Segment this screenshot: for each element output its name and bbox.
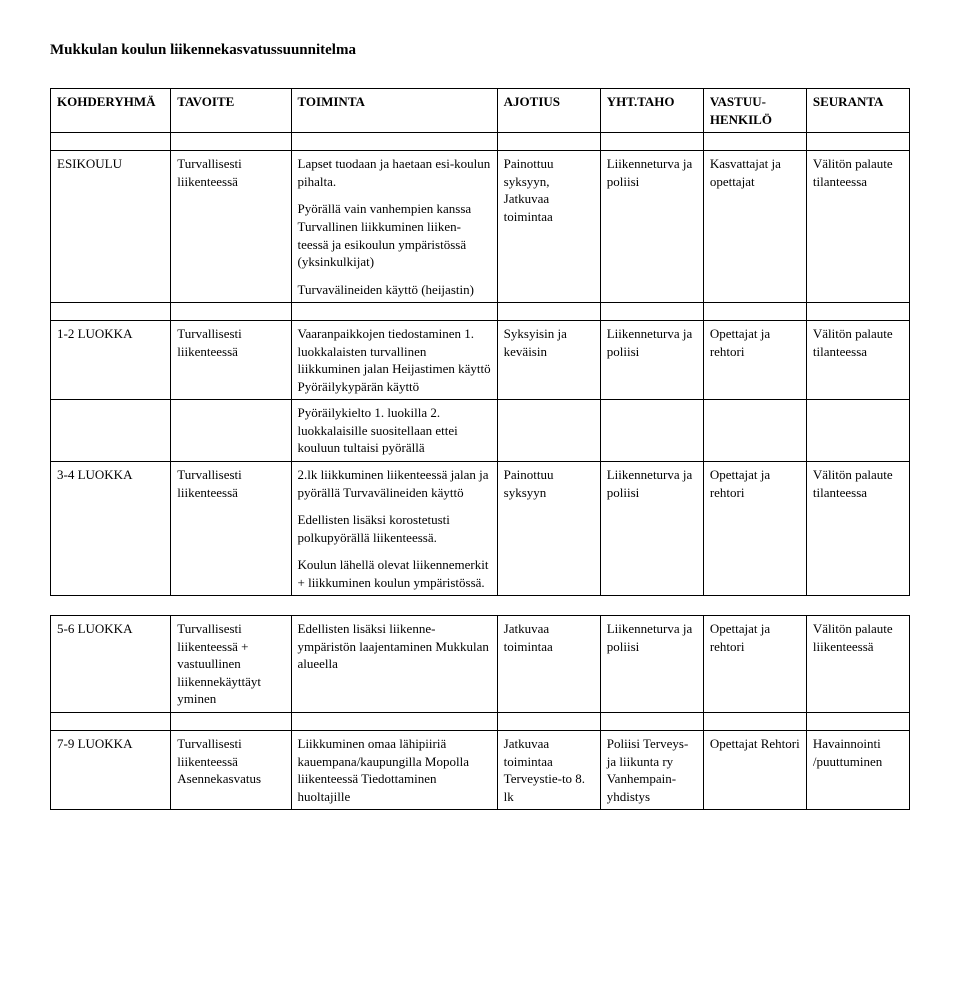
table-spacer-row [51, 133, 910, 151]
cell-seuranta: Välitön palaute tilanteessa [806, 151, 909, 303]
table-row: 7-9 LUOKKA Turvallisesti liikenteessä As… [51, 731, 910, 810]
cell-toiminta: Liikkuminen omaa lähipiiriä kauempana/ka… [291, 731, 497, 810]
table-spacer-row [51, 713, 910, 731]
table-outer-spacer [51, 596, 910, 616]
cell-ajoitus: Painottuu syksyyn, Jatkuvaa toimintaa [497, 151, 600, 303]
cell-tavoite: Turvallisesti liikenteessä [171, 151, 291, 303]
cell-seuranta: Välitön palaute liikenteessä [806, 616, 909, 713]
cell-tavoite: Turvallisesti liikenteessä [171, 321, 291, 400]
cell-seuranta: Havainnointi /puuttuminen [806, 731, 909, 810]
cell-toiminta-extra: Pyöräilykielto 1. luokilla 2. luokkalais… [291, 400, 497, 462]
table-row: ESIKOULU Turvallisesti liikenteessä Laps… [51, 151, 910, 303]
cell-vastuu: Kasvattajat ja opettajat [703, 151, 806, 303]
cell-toiminta: Edellisten lisäksi liikenne-ympäristön l… [291, 616, 497, 713]
toiminta-para: Turvavälineiden käyttö (heijastin) [298, 281, 491, 299]
cell-kohderyhma: 5-6 LUOKKA [51, 616, 171, 713]
table-header-row: KOHDERYHMÄ TAVOITE TOIMINTA AJOTIUS YHT.… [51, 89, 910, 133]
toiminta-para: Pyöräilykielto 1. luokilla 2. luokkalais… [298, 404, 491, 457]
toiminta-para: Liikkuminen omaa lähipiiriä kauempana/ka… [298, 735, 491, 805]
table-row: 5-6 LUOKKA Turvallisesti liikenteessä + … [51, 616, 910, 713]
table-row: Pyöräilykielto 1. luokilla 2. luokkalais… [51, 400, 910, 462]
toiminta-para: Edellisten lisäksi korostetusti polkupyö… [298, 511, 491, 546]
toiminta-para: Koulun lähellä olevat liikennemerkit + l… [298, 556, 491, 591]
cell-seuranta: Välitön palaute tilanteessa [806, 321, 909, 400]
cell-vastuu: Opettajat ja rehtori [703, 616, 806, 713]
col-header-yhttaho: YHT.TAHO [600, 89, 703, 133]
cell-ajoitus: Syksyisin ja keväisin [497, 321, 600, 400]
cell-ajoitus: Jatkuvaa toimintaa [497, 616, 600, 713]
cell-yhttaho: Liikenneturva ja poliisi [600, 616, 703, 713]
col-header-kohderyhma: KOHDERYHMÄ [51, 89, 171, 133]
cell-kohderyhma: ESIKOULU [51, 151, 171, 303]
cell-tavoite: Turvallisesti liikenteessä Asennekasvatu… [171, 731, 291, 810]
cell-tavoite: Turvallisesti liikenteessä [171, 462, 291, 596]
toiminta-para: Edellisten lisäksi liikenne-ympäristön l… [298, 620, 491, 673]
toiminta-para: Pyörällä vain vanhempien kanssa Turvalli… [298, 200, 491, 270]
cell-tavoite: Turvallisesti liikenteessä + vastuulline… [171, 616, 291, 713]
cell-ajoitus: Jatkuvaa toimintaa Terveystie-to 8. lk [497, 731, 600, 810]
cell-kohderyhma: 3-4 LUOKKA [51, 462, 171, 596]
cell-yhttaho: Poliisi Terveys- ja liikunta ry Vanhempa… [600, 731, 703, 810]
table-row: 1-2 LUOKKA Turvallisesti liikenteessä Va… [51, 321, 910, 400]
toiminta-para: 2.lk liikkuminen liikenteessä jalan ja p… [298, 466, 491, 501]
toiminta-para: Lapset tuodaan ja haetaan esi-koulun pih… [298, 155, 491, 190]
col-header-toiminta: TOIMINTA [291, 89, 497, 133]
cell-vastuu: Opettajat Rehtori [703, 731, 806, 810]
toiminta-para: Vaaranpaikkojen tiedostaminen 1. luokkal… [298, 325, 491, 395]
col-header-ajoitus: AJOTIUS [497, 89, 600, 133]
col-header-seuranta: SEURANTA [806, 89, 909, 133]
cell-vastuu: Opettajat ja rehtori [703, 321, 806, 400]
cell-yhttaho: Liikenneturva ja poliisi [600, 151, 703, 303]
plan-table: KOHDERYHMÄ TAVOITE TOIMINTA AJOTIUS YHT.… [50, 88, 910, 810]
cell-seuranta: Välitön palaute tilanteessa [806, 462, 909, 596]
col-header-vastuu: VASTUU- HENKILÖ [703, 89, 806, 133]
cell-ajoitus: Painottuu syksyyn [497, 462, 600, 596]
cell-kohderyhma: 7-9 LUOKKA [51, 731, 171, 810]
cell-yhttaho: Liikenneturva ja poliisi [600, 321, 703, 400]
cell-vastuu: Opettajat ja rehtori [703, 462, 806, 596]
page-title: Mukkulan koulun liikennekasvatussuunnite… [50, 40, 910, 60]
table-spacer-row [51, 303, 910, 321]
cell-toiminta: Vaaranpaikkojen tiedostaminen 1. luokkal… [291, 321, 497, 400]
table-row: 3-4 LUOKKA Turvallisesti liikenteessä 2.… [51, 462, 910, 596]
cell-kohderyhma: 1-2 LUOKKA [51, 321, 171, 400]
cell-yhttaho: Liikenneturva ja poliisi [600, 462, 703, 596]
col-header-tavoite: TAVOITE [171, 89, 291, 133]
cell-toiminta: 2.lk liikkuminen liikenteessä jalan ja p… [291, 462, 497, 596]
cell-toiminta: Lapset tuodaan ja haetaan esi-koulun pih… [291, 151, 497, 303]
